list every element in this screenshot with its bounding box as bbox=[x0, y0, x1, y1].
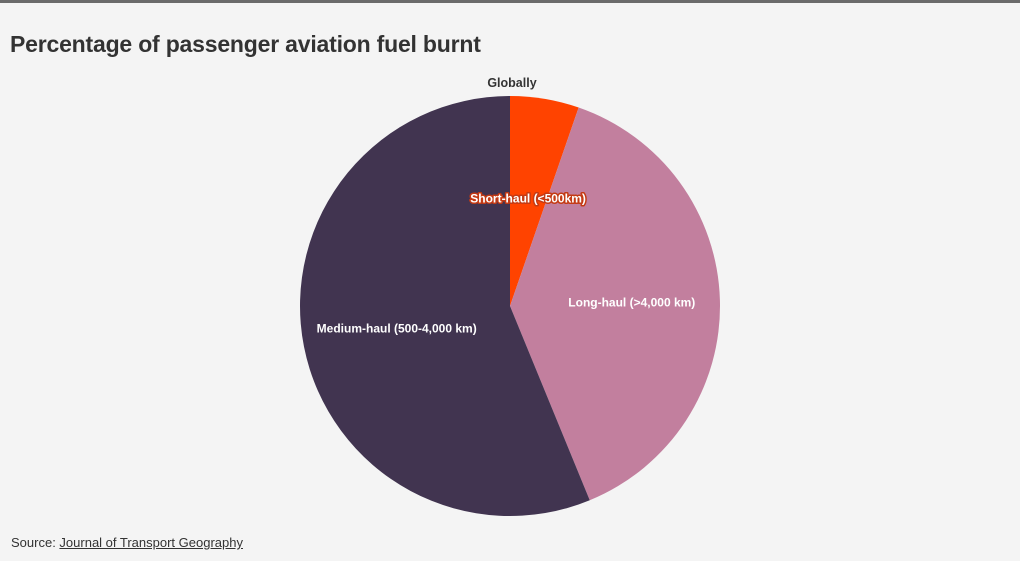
pie-slice-3[interactable] bbox=[300, 96, 590, 516]
pie-slice-2[interactable] bbox=[510, 107, 721, 501]
source-note: Source: Journal of Transport Geography bbox=[11, 535, 243, 550]
chart-title: Percentage of passenger aviation fuel bu… bbox=[10, 31, 481, 57]
pie-slice-1[interactable] bbox=[510, 96, 579, 306]
chart-subtitle: Globally bbox=[487, 76, 536, 90]
source-prefix: Source: bbox=[11, 535, 60, 550]
pie-slice-label-3: Medium-haul (500-4,000 km) bbox=[317, 321, 477, 335]
pie-slice-label-2: Long-haul (>4,000 km) bbox=[568, 296, 695, 310]
top-rule bbox=[0, 0, 1020, 3]
pie-slices bbox=[300, 96, 721, 516]
source-link[interactable]: Journal of Transport Geography bbox=[59, 535, 243, 550]
pie-labels: Short-haul (<500km) Long-haul (>4,000 km)… bbox=[317, 190, 696, 336]
pie-slice-label-1: Short-haul (<500km) bbox=[470, 191, 586, 205]
